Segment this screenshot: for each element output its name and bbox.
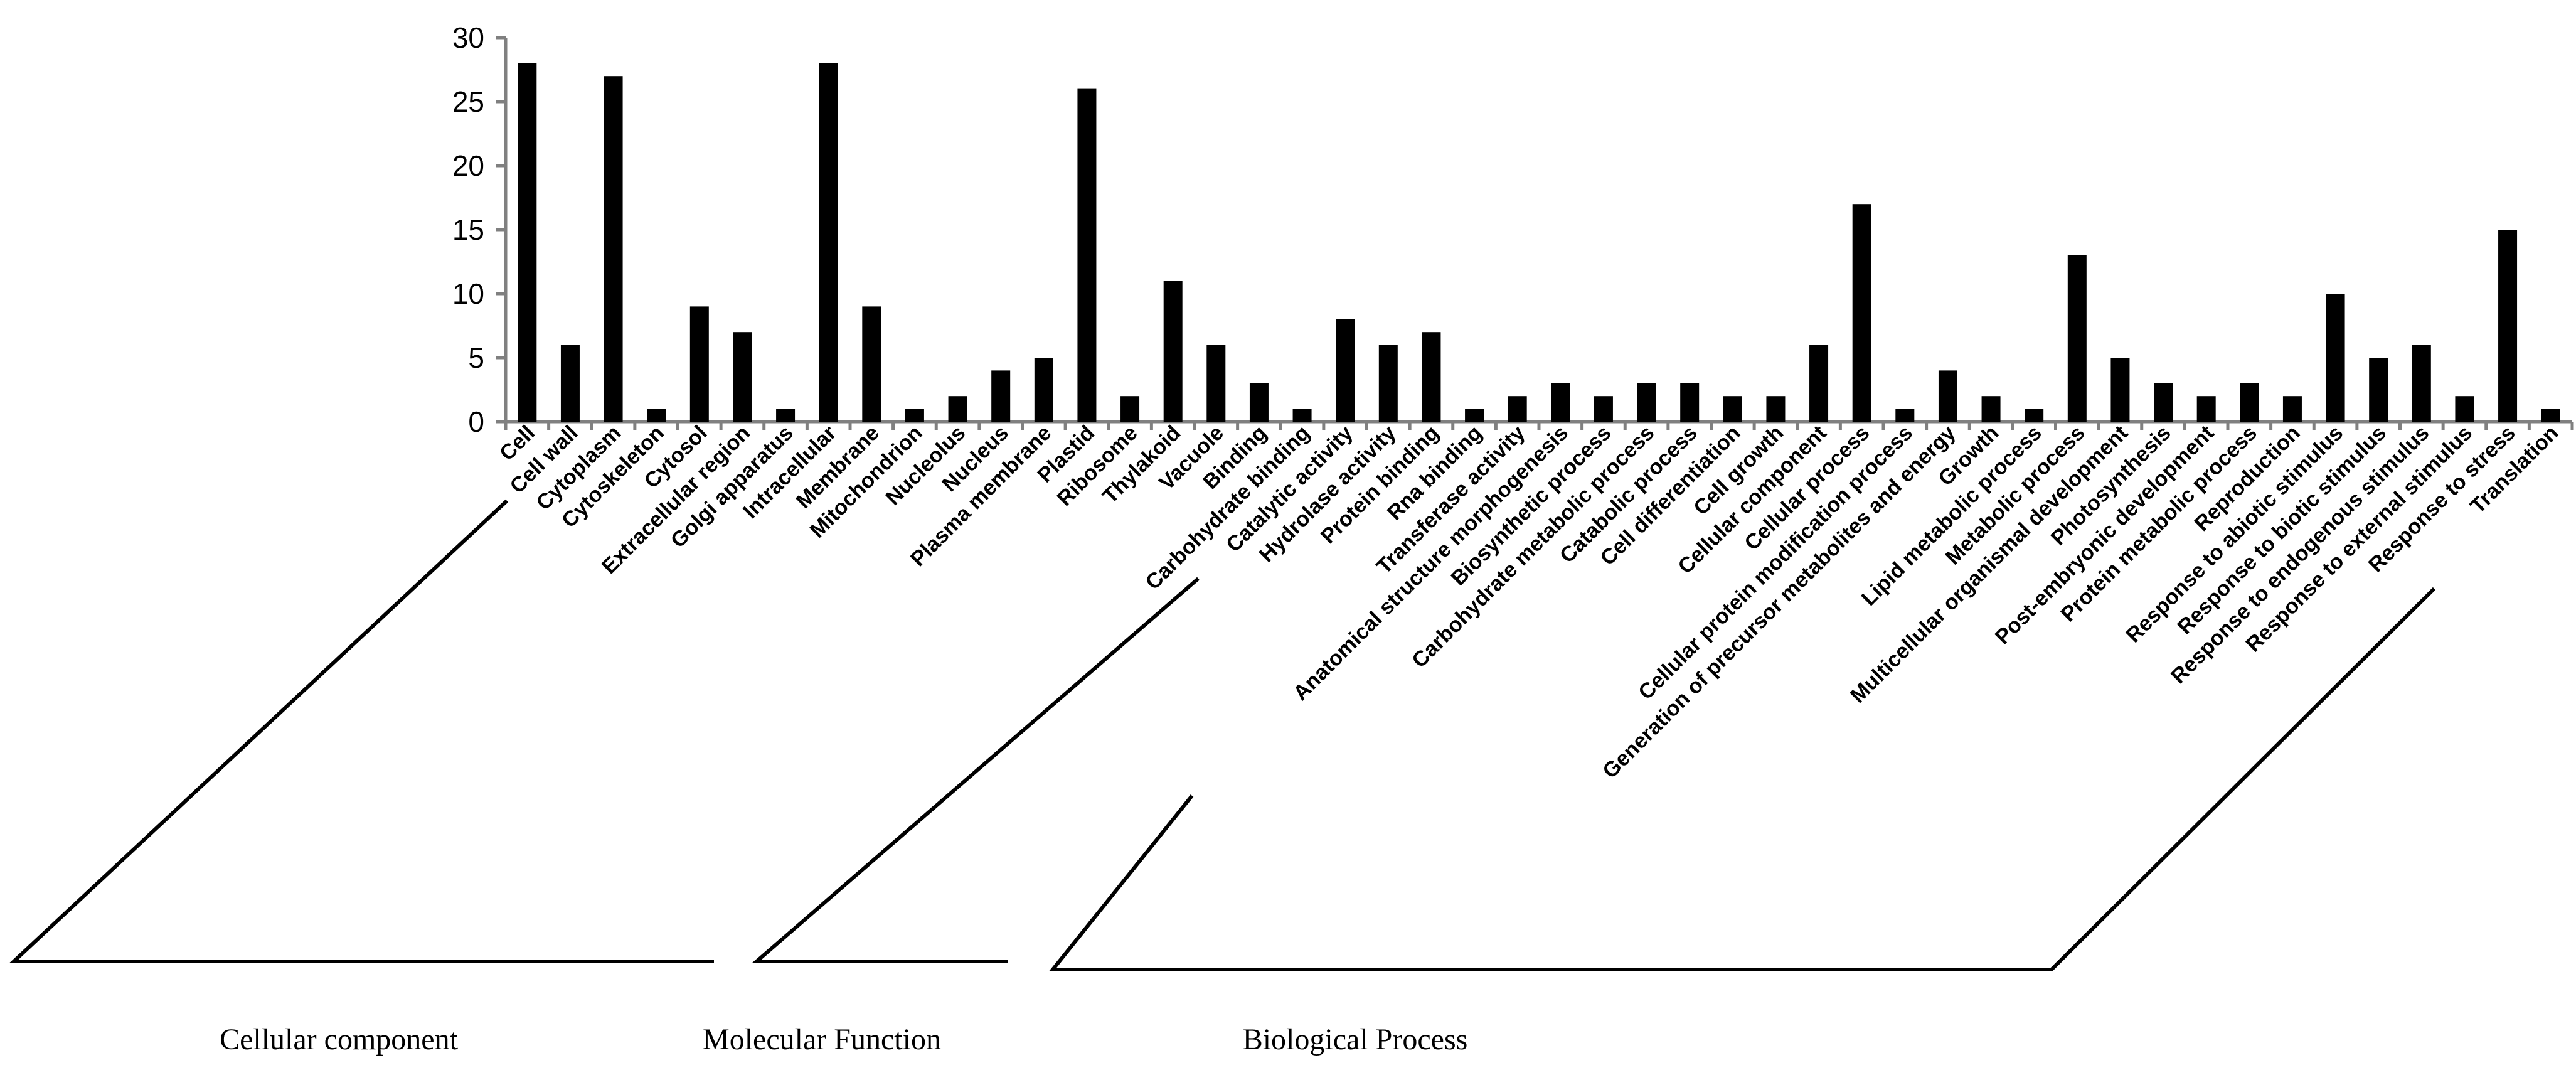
bar-intracellular [819, 63, 838, 422]
bar-response-to-stress [2498, 230, 2518, 422]
group-bracket-cellular-component [9, 499, 714, 963]
bar-transferase-activity [1508, 396, 1527, 422]
bar-cytosol [689, 306, 709, 422]
bar-plasma-membrane [1034, 358, 1053, 422]
group-label-biological-process: Biological Process [1243, 1023, 1468, 1056]
bar-cell-growth [1766, 396, 1786, 422]
bar-thylakoid [1163, 281, 1183, 422]
bar-protein-binding [1422, 332, 1441, 422]
bar-cytoskeleton [647, 409, 666, 422]
bar-plastid [1077, 88, 1097, 422]
bar-cellular-protein-modification-process [1895, 409, 1915, 422]
axes: 0 5 10 15 20 25 30 [452, 21, 2574, 438]
bar-response-to-abiotic-stimulus [2326, 294, 2345, 422]
bar-growth [1981, 396, 2001, 422]
bar-cellular-component [1809, 345, 1829, 422]
bar-generation-of-precursor-metabolites-and-energy [1938, 370, 1957, 422]
bar-protein-metabolic-process [2240, 383, 2259, 422]
bar-biosynthetic-process [1594, 396, 1613, 422]
y-tick-label: 20 [452, 149, 484, 182]
bar-metabolic-process [2067, 255, 2087, 422]
bar-golgi-apparatus [776, 409, 796, 422]
bar-cellular-process [1852, 204, 1871, 422]
bar-binding [1249, 383, 1269, 422]
bar-catalytic-activity [1336, 319, 1355, 422]
bar-cell-differentiation [1723, 396, 1742, 422]
y-tick-label: 10 [452, 277, 484, 310]
bar-mitochondrion [905, 409, 924, 422]
bar-cytoplasm [604, 76, 623, 422]
group-bracket-biological-process [1048, 587, 2436, 971]
group-bracket-molecular-function [751, 577, 1200, 963]
bar-membrane [862, 306, 881, 422]
y-tick-label: 15 [452, 213, 484, 246]
bar-cell-wall [560, 345, 580, 422]
bar-response-to-biotic-stimulus [2369, 358, 2388, 422]
group-brackets: Cellular component Molecular Function Biol… [9, 499, 2436, 1056]
bar-translation [2541, 409, 2560, 422]
bar-ribosome [1120, 396, 1140, 422]
y-tick-label: 25 [452, 85, 484, 118]
bar-response-to-endogenous-stimulus [2412, 345, 2431, 422]
y-tick-label: 30 [452, 21, 484, 54]
bar-multicellular-organismal-development [2110, 358, 2130, 422]
group-label-molecular-function: Molecular Function [703, 1023, 941, 1056]
bars [518, 63, 2560, 422]
bar-rna-binding [1465, 409, 1484, 422]
bar-photosynthesis [2154, 383, 2173, 422]
bar-cell [518, 63, 537, 422]
bar-hydrolase-activity [1378, 345, 1398, 422]
bar-response-to-external-stimulus [2455, 396, 2474, 422]
y-tick-label: 5 [468, 341, 484, 374]
bar-lipid-metabolic-process [2025, 409, 2044, 422]
bar-post-embryonic-development [2196, 396, 2216, 422]
bar-anatomical-structure-morphogenesis [1551, 383, 1570, 422]
bar-carbohydrate-metabolic-process [1637, 383, 1656, 422]
bar-nucleolus [948, 396, 967, 422]
bar-extracellular-region [733, 332, 752, 422]
y-tick-label: 0 [468, 405, 484, 438]
bar-nucleus [991, 370, 1011, 422]
bar-reproduction [2282, 396, 2302, 422]
group-label-cellular-component: Cellular component [220, 1023, 459, 1056]
bar-catabolic-process [1680, 383, 1700, 422]
bar-carbohydrate-binding [1292, 409, 1312, 422]
bar-vacuole [1206, 345, 1226, 422]
